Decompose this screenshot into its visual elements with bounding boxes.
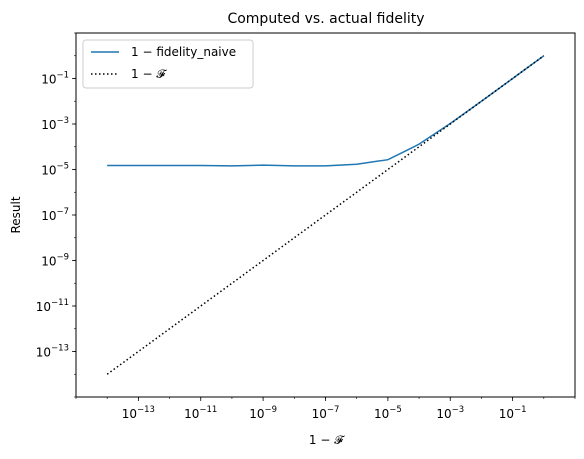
- chart-title: Computed vs. actual fidelity: [227, 11, 424, 27]
- y-axis-label: Result: [9, 196, 23, 233]
- legend: 1 − fidelity_naive 1 − 𝓕: [82, 39, 254, 89]
- legend-label-series-2: 1 − 𝓕: [131, 67, 167, 81]
- x-axis-label: 1 − 𝓕: [309, 433, 345, 447]
- legend-label-series-1: 1 − fidelity_naive: [131, 45, 236, 59]
- plot-area: [106, 55, 545, 375]
- legend-box: [82, 39, 254, 89]
- x-axis: 10−13 10−11 10−9 10−7 10−5 10−3 10−1: [75, 397, 576, 421]
